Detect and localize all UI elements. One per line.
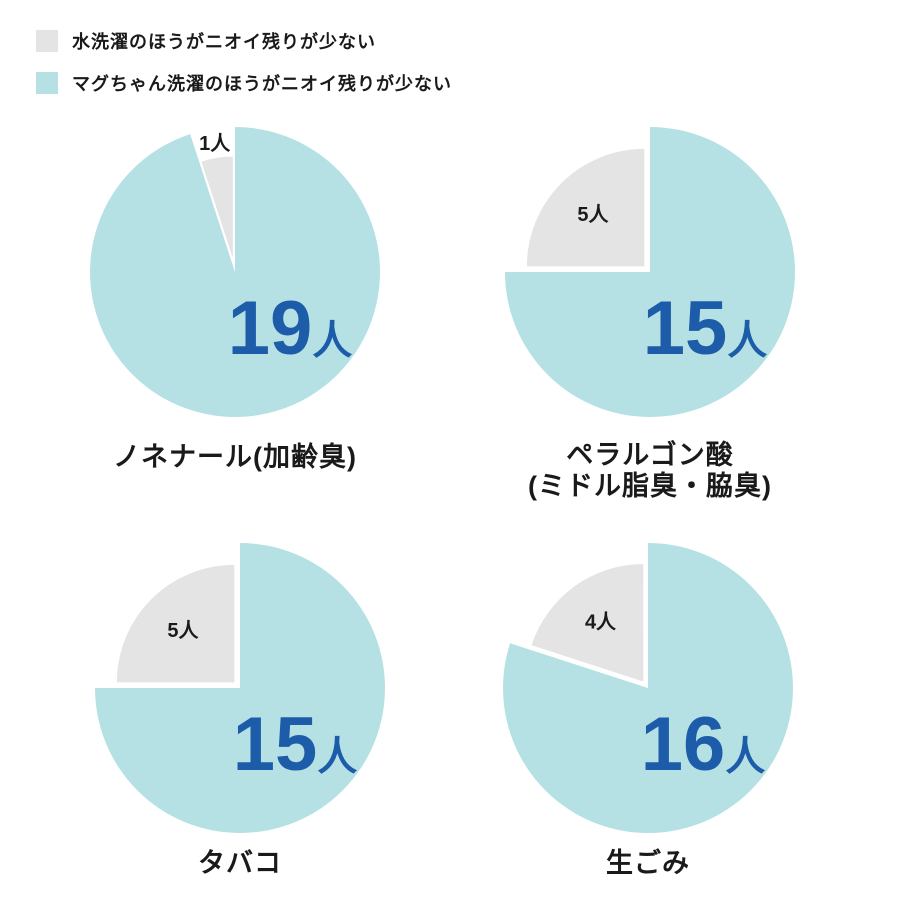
slice-water (116, 564, 235, 683)
pie-title-garbage: 生ごみ (606, 848, 690, 878)
water-count-label: 4人 (585, 611, 617, 634)
pie-title-nonenal: ノネナール(加齢臭) (113, 442, 357, 472)
water-count-label: 5人 (167, 619, 199, 642)
legend: 水洗濯のほうがニオイ残りが少ない マグちゃん洗濯のほうがニオイ残りが少ない (36, 28, 452, 96)
slice-water (526, 148, 645, 267)
magchan-count-label: 16人 (641, 702, 766, 787)
legend-label-magchan: マグちゃん洗濯のほうがニオイ残りが少ない (72, 74, 452, 94)
legend-label-water: 水洗濯のほうがニオイ残りが少ない (72, 32, 376, 52)
slice-magchan (90, 127, 381, 417)
pie-chart-pelargonic-acid: 15人 5人 (505, 127, 795, 417)
pie-chart-nonenal: 19人 1人 (90, 127, 381, 417)
water-count-label: 1人 (199, 132, 231, 155)
magchan-count-label: 15人 (643, 286, 768, 371)
pie-title-tobacco: タバコ (198, 848, 282, 878)
slice-water (531, 564, 644, 682)
magchan-count-label: 19人 (228, 286, 353, 371)
legend-swatch-water-icon (36, 30, 58, 52)
magchan-count-label: 15人 (233, 702, 358, 787)
slice-magchan (95, 543, 385, 833)
pie-chart-garbage: 16人 4人 (503, 543, 794, 833)
slice-magchan (505, 127, 795, 417)
slice-water (201, 156, 233, 259)
pie-chart-tobacco: 15人 5人 (95, 543, 385, 833)
legend-swatch-magchan-icon (36, 72, 58, 94)
legend-item-water: 水洗濯のほうがニオイ残りが少ない (36, 28, 452, 54)
legend-item-magchan: マグちゃん洗濯のほうがニオイ残りが少ない (36, 70, 452, 96)
water-count-label: 5人 (577, 203, 609, 226)
slice-magchan (503, 543, 794, 833)
pie-title-pelargonic-acid: ペラルゴン酸 (ミドル脂臭・脇臭) (528, 440, 772, 502)
